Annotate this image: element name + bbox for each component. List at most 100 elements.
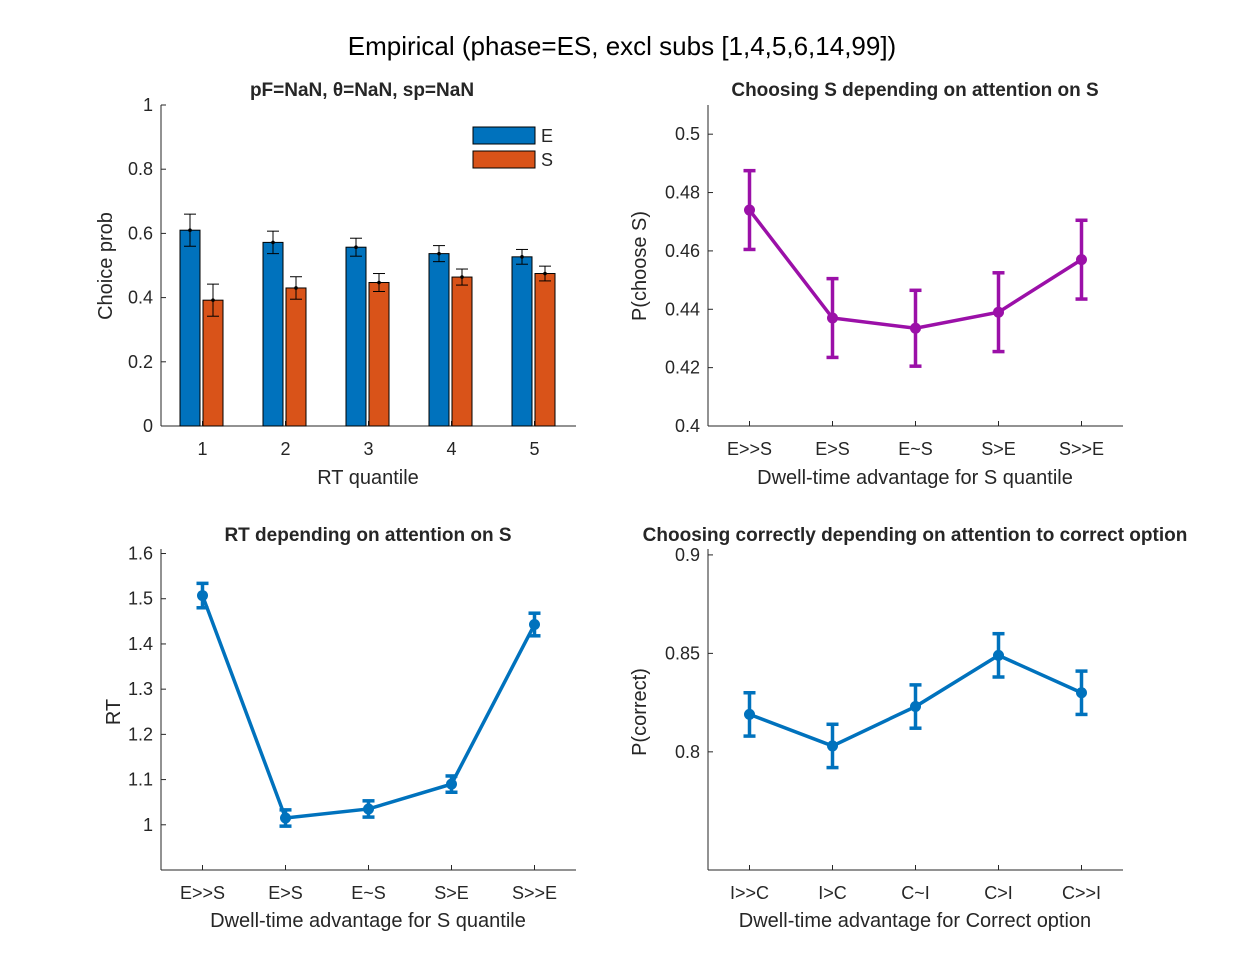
y-tick-label: 0.85 — [665, 643, 700, 663]
data-point-E>S — [827, 312, 838, 324]
bar-mean-dot — [460, 275, 464, 279]
x-tick-label: 1 — [197, 439, 207, 459]
data-point-E>>S — [197, 590, 208, 602]
x-axis-label: Dwell-time advantage for Correct option — [739, 910, 1091, 932]
y-tick-label: 1.5 — [128, 589, 153, 609]
panel-title: Choosing correctly depending on attentio… — [643, 525, 1188, 546]
bar-E-3 — [345, 246, 367, 427]
bar-S-2 — [285, 287, 307, 427]
panel-rt-attention: RT depending on attention on S Dwell-tim… — [103, 525, 576, 932]
panel-title: Choosing S depending on attention on S — [731, 80, 1098, 101]
data-point-I>C — [827, 740, 838, 752]
x-tick-label: E>S — [815, 439, 850, 459]
bar-mean-dot — [211, 298, 215, 302]
y-tick-label: 1.1 — [128, 770, 153, 790]
bar-mean-dot — [271, 240, 275, 245]
x-tick-label: E~S — [898, 439, 933, 459]
bar-mean-dot — [294, 286, 298, 290]
x-axis-label: Dwell-time advantage for S quantile — [757, 467, 1073, 489]
y-tick-label: 0.48 — [665, 183, 700, 203]
x-tick-label: S>>E — [512, 883, 557, 903]
legend-label-S: S — [541, 150, 553, 170]
y-tick-label: 1.6 — [128, 544, 153, 564]
y-tick-label: 0.46 — [665, 241, 700, 261]
x-tick-label: S>E — [981, 439, 1016, 459]
bar-mean-dot — [543, 271, 547, 276]
bar-E-4 — [428, 253, 450, 427]
x-tick-label: 3 — [363, 439, 373, 459]
bar-mean-dot — [520, 255, 524, 259]
bar-mean-dot — [188, 228, 192, 232]
x-tick-label: I>C — [818, 883, 847, 903]
panel-rt-quantile-choice-prob: pF=NaN, θ=NaN, sp=NaN RT quantile Choice… — [95, 80, 576, 489]
data-point-S>>E — [1076, 254, 1087, 266]
x-tick-label: I>>C — [730, 883, 769, 903]
y-tick-label: 0.4 — [128, 288, 153, 308]
figure-suptitle: Empirical (phase=ES, excl subs [1,4,5,6,… — [348, 31, 896, 61]
plot-area — [708, 105, 1123, 426]
panel-choosing-correctly: Choosing correctly depending on attentio… — [629, 525, 1187, 932]
legend-swatch-E — [472, 126, 536, 145]
x-tick-label: 2 — [280, 439, 290, 459]
bar-E-1 — [179, 229, 201, 427]
data-point-C>I — [993, 649, 1004, 661]
y-axis-label: RT — [103, 699, 125, 725]
x-tick-label: C>>I — [1062, 883, 1101, 903]
bar-S-5 — [534, 273, 556, 427]
data-point-I>>C — [744, 708, 755, 720]
x-tick-label: E~S — [351, 883, 386, 903]
x-tick-label: S>E — [434, 883, 469, 903]
y-axis-label: Choice prob — [95, 212, 117, 320]
x-tick-label: E>>S — [180, 883, 225, 903]
x-tick-label: S>>E — [1059, 439, 1104, 459]
y-tick-label: 0.6 — [128, 223, 153, 243]
y-tick-label: 0.44 — [665, 299, 700, 319]
y-tick-label: 0.42 — [665, 358, 700, 378]
data-point-E~S — [363, 803, 374, 815]
panel-title: pF=NaN, θ=NaN, sp=NaN — [250, 80, 474, 101]
legend-label-E: E — [541, 126, 553, 146]
y-axis-label: P(correct) — [629, 668, 651, 756]
bar-E-5 — [511, 256, 533, 427]
data-point-S>E — [446, 778, 457, 790]
bar-S-3 — [368, 282, 390, 427]
x-axis-label: RT quantile — [317, 467, 419, 489]
y-tick-label: 1.4 — [128, 634, 153, 654]
data-point-S>>E — [529, 619, 540, 631]
y-tick-label: 0 — [143, 416, 153, 436]
panel-title: RT depending on attention on S — [224, 525, 511, 546]
data-point-E>S — [280, 812, 291, 824]
legend-swatch-S — [472, 150, 536, 169]
bar-S-1 — [202, 299, 224, 427]
y-tick-label: 0.2 — [128, 352, 153, 372]
bar-mean-dot — [354, 245, 358, 250]
data-point-C>>I — [1076, 687, 1087, 699]
bar-S-4 — [451, 276, 473, 427]
y-tick-label: 1.3 — [128, 679, 153, 699]
data-point-S>E — [993, 306, 1004, 318]
x-tick-label: E>S — [268, 883, 303, 903]
y-tick-label: 0.9 — [675, 545, 700, 565]
x-tick-label: 5 — [529, 439, 539, 459]
plot-area — [161, 549, 576, 870]
bar-mean-dot — [437, 251, 441, 256]
x-tick-label: C>I — [984, 883, 1013, 903]
x-tick-label: E>>S — [727, 439, 772, 459]
data-point-E>>S — [744, 204, 755, 216]
y-tick-label: 0.5 — [675, 124, 700, 144]
y-axis-label: P(choose S) — [629, 211, 651, 321]
y-tick-label: 0.8 — [128, 159, 153, 179]
y-tick-label: 0.8 — [675, 742, 700, 762]
y-tick-label: 0.4 — [675, 416, 700, 436]
x-axis-label: Dwell-time advantage for S quantile — [210, 910, 526, 932]
panel-choosing-s: Choosing S depending on attention on S D… — [629, 80, 1123, 489]
data-point-C~I — [910, 701, 921, 713]
x-tick-label: 4 — [446, 439, 456, 459]
bar-mean-dot — [377, 280, 381, 285]
data-point-E~S — [910, 322, 921, 334]
bar-E-2 — [262, 241, 284, 427]
y-tick-label: 1.2 — [128, 724, 153, 744]
y-tick-label: 1 — [143, 95, 153, 115]
y-tick-label: 1 — [143, 815, 153, 835]
